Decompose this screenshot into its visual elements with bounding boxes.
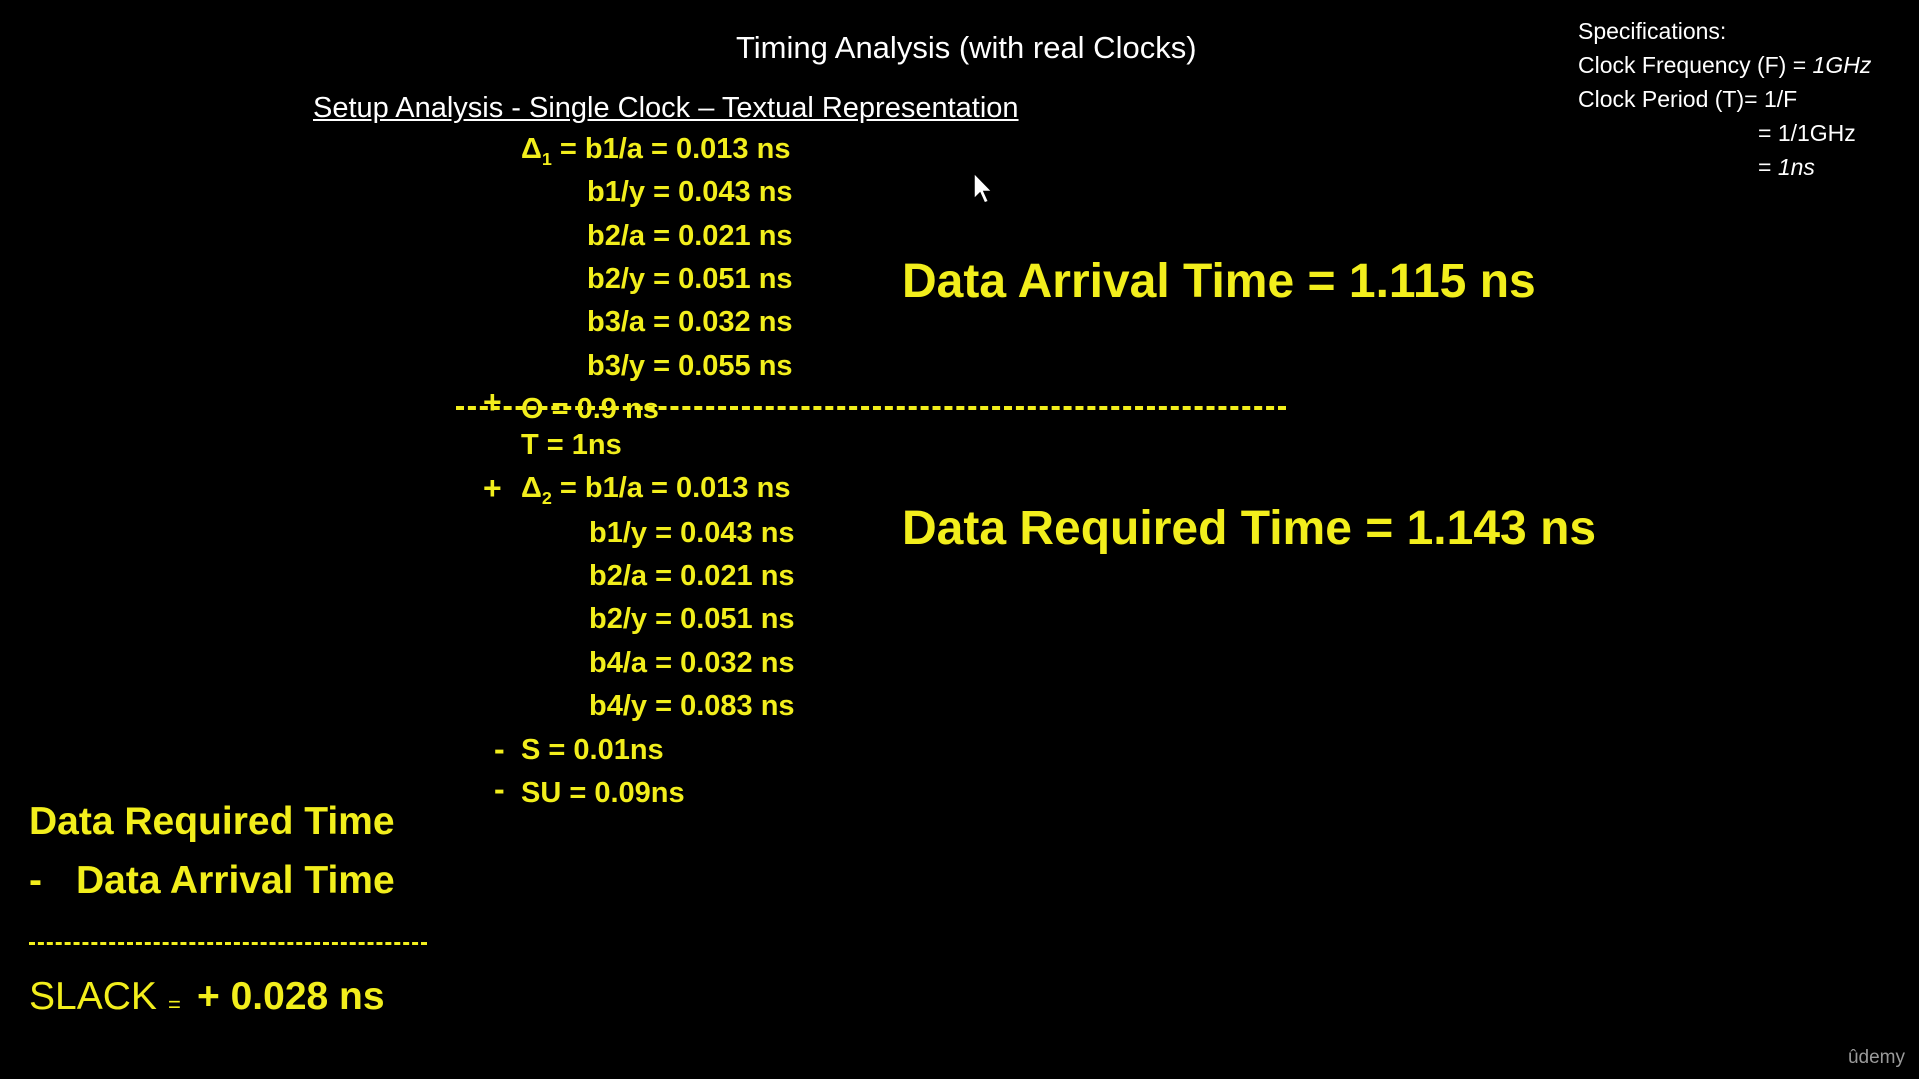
slack-label: SLACK [29, 975, 157, 1018]
delta-symbol: Δ [521, 472, 542, 504]
spec-period-result-value: 1ns [1777, 154, 1815, 180]
delta-symbol: Δ [521, 133, 542, 165]
period-row: T = 1ns [521, 429, 622, 461]
summary-required-label: Data Required Time [29, 800, 395, 843]
spec-period-step: = 1/1GHz [1758, 120, 1856, 146]
spec-period: Clock Period (T)= 1/F [1578, 86, 1798, 112]
arrival-delay-line: b2/y = 0.051 ns [587, 263, 793, 295]
delta2-plus-sign: + [483, 470, 502, 506]
arrival-delta-row: Δ1 = b1/a = 0.013 ns [521, 133, 790, 170]
required-delay-line: b1/y = 0.043 ns [589, 517, 795, 549]
slack-value: + 0.028 ns [197, 975, 385, 1018]
summary-arrival-label: Data Arrival Time [76, 859, 395, 902]
spec-frequency-value: 1GHz [1812, 52, 1872, 78]
spec-heading: Specifications: [1578, 18, 1727, 44]
required-delay-line: b2/a = 0.021 ns [589, 560, 795, 592]
required-first-delay: = b1/a = 0.013 ns [551, 472, 791, 504]
summary-minus-sign: - [29, 859, 42, 902]
required-delay-line: b4/a = 0.032 ns [589, 647, 795, 679]
arrival-delay-line: b3/y = 0.055 ns [587, 350, 793, 382]
setup-row: SU = 0.09ns [521, 777, 685, 809]
required-delta-row: Δ2 = b1/a = 0.013 ns [521, 472, 790, 509]
spec-frequency: Clock Frequency (F) = 1GHz [1578, 52, 1871, 79]
mouse-pointer-icon [973, 171, 995, 211]
arrival-delay-line: b1/y = 0.043 ns [587, 176, 793, 208]
required-delay-line: b2/y = 0.051 ns [589, 603, 795, 635]
arrival-first-delay: = b1/a = 0.013 ns [551, 133, 791, 165]
arrival-delay-line: b2/a = 0.021 ns [587, 220, 793, 252]
slack-equals: = [168, 992, 181, 1017]
data-required-time-result: Data Required Time = 1.143 ns [902, 502, 1597, 555]
skew-minus-sign: - [494, 731, 505, 767]
delta-subscript: 2 [541, 487, 552, 508]
delta-subscript: 1 [541, 148, 552, 169]
spec-period-result-prefix: = [1758, 154, 1778, 180]
data-arrival-time-result: Data Arrival Time = 1.115 ns [902, 255, 1536, 308]
spec-frequency-label: Clock Frequency (F) = [1578, 52, 1813, 78]
summary-divider [29, 942, 427, 945]
arrival-delay-line: b3/a = 0.032 ns [587, 306, 793, 338]
spec-period-result: = 1ns [1758, 154, 1815, 181]
required-delay-line: b4/y = 0.083 ns [589, 690, 795, 722]
sum-divider [456, 406, 1286, 410]
slide-title: Timing Analysis (with real Clocks) [736, 30, 1197, 65]
skew-row: S = 0.01ns [521, 734, 664, 766]
setup-minus-sign: - [494, 771, 505, 807]
slide-subtitle: Setup Analysis - Single Clock – Textual … [313, 92, 1019, 124]
udemy-logo: ûdemy [1847, 1047, 1905, 1068]
theta-plus-sign: + [483, 384, 502, 420]
